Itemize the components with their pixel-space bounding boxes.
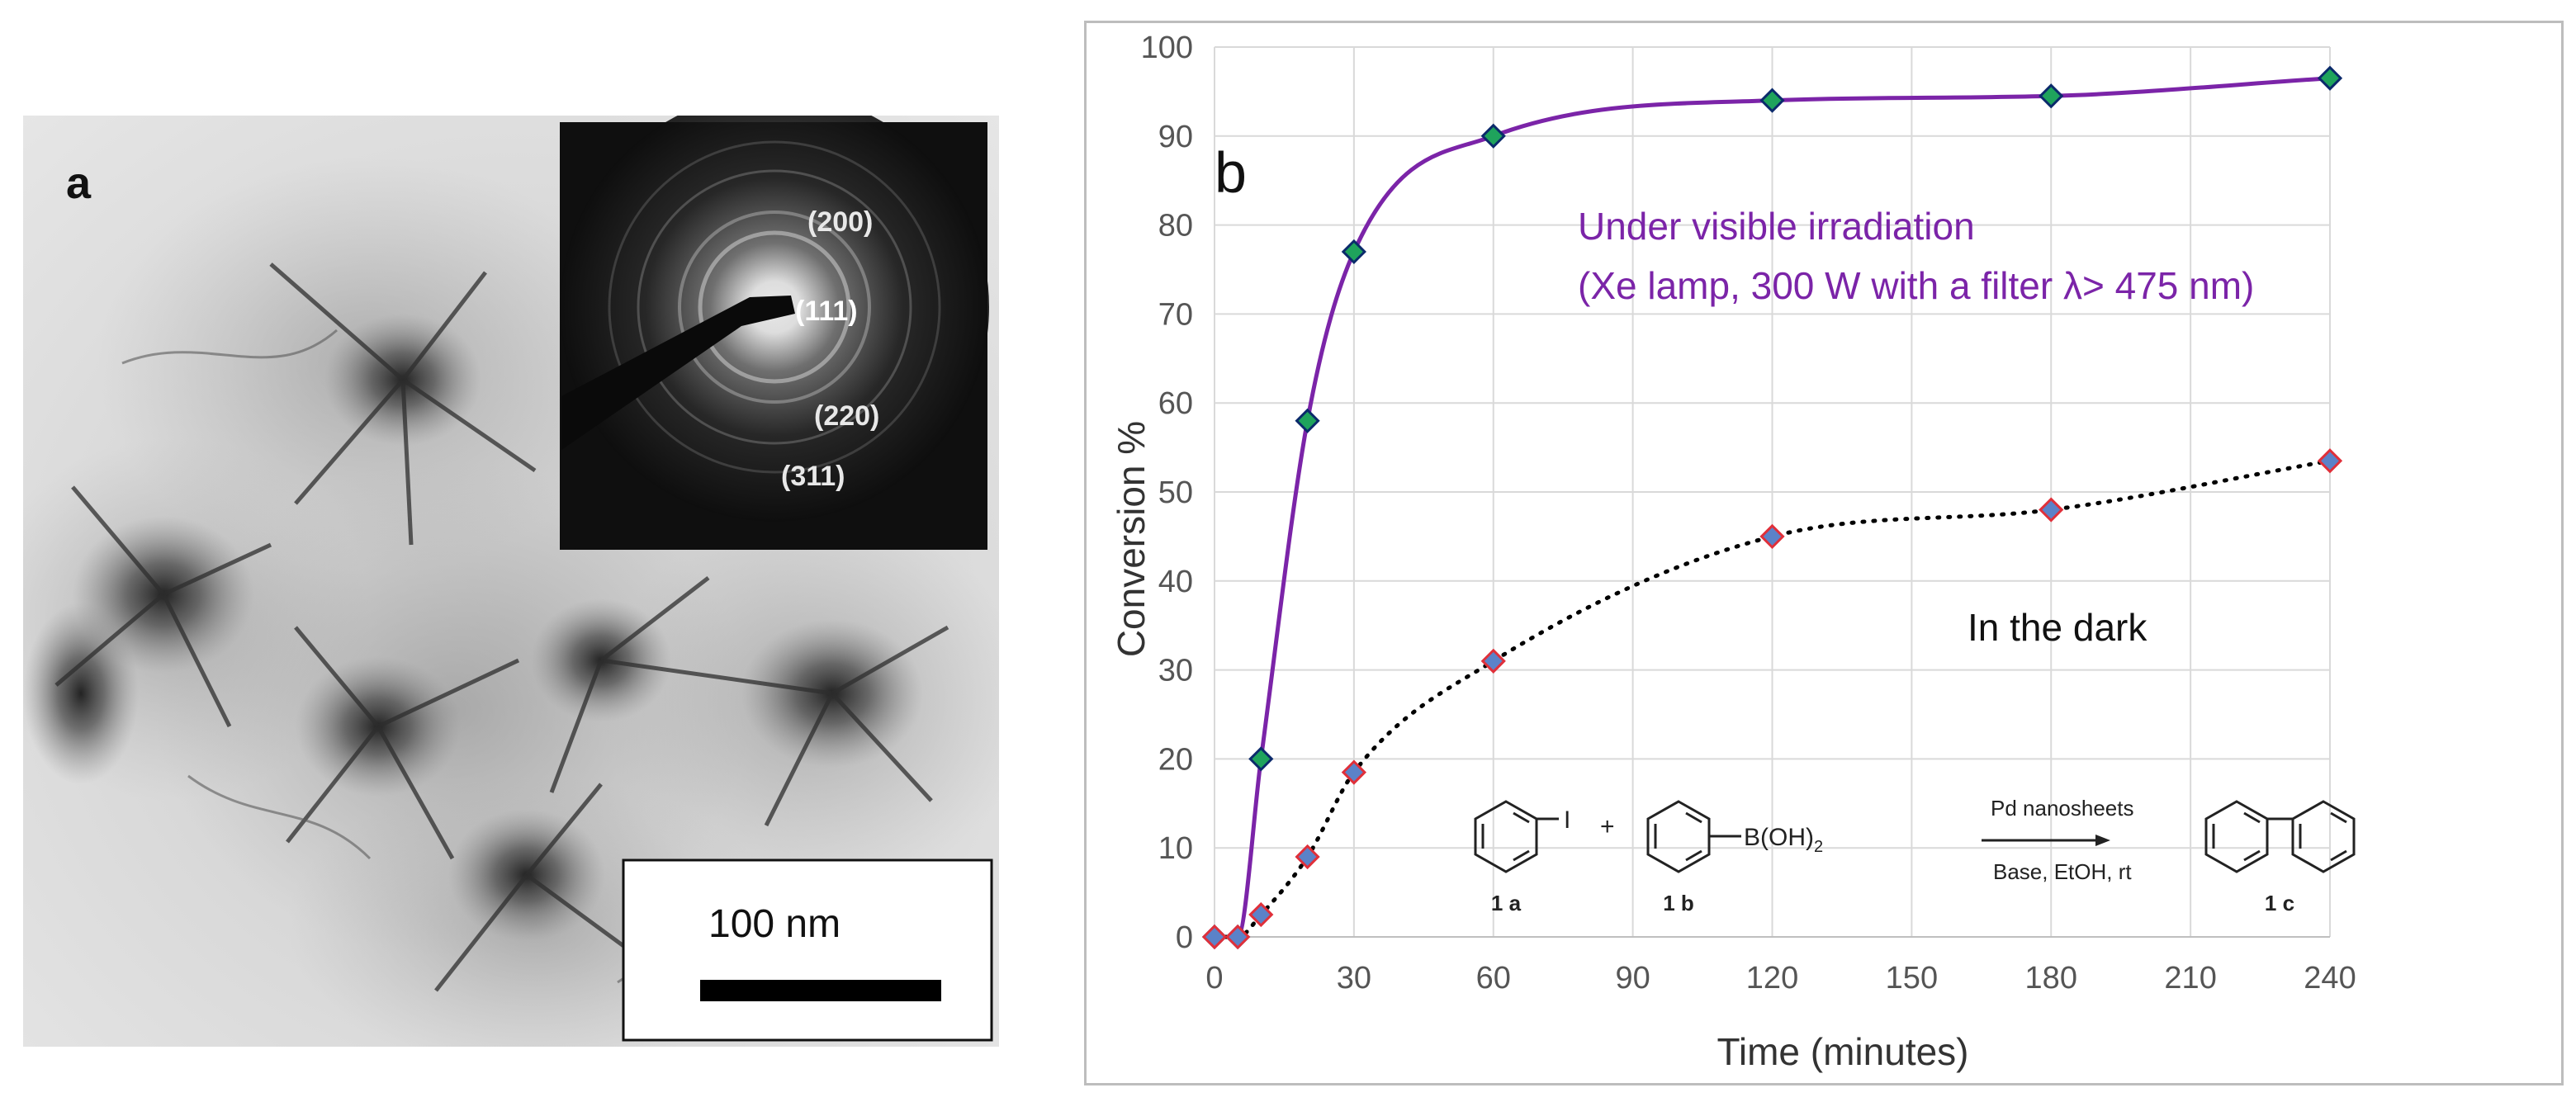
ring-label-111: (111) <box>795 296 858 327</box>
x-tick-label-0: 0 <box>1205 961 1223 996</box>
series-dark <box>1201 448 2343 950</box>
y-tick-label-0: 0 <box>1176 920 1193 955</box>
benzene-ring-1a <box>1474 800 1538 873</box>
data-point-dark-0 <box>1201 924 1228 950</box>
y-axis-title: Conversion % <box>1110 421 1153 657</box>
scale-bar <box>700 980 941 1001</box>
beam-stop <box>561 296 795 450</box>
reactant1-substituent: I <box>1564 806 1570 834</box>
y-tick-label-70: 70 <box>1158 297 1193 332</box>
data-point-irradiation-180 <box>2039 83 2064 109</box>
x-tick-label-240: 240 <box>2304 961 2356 996</box>
series-irradiation <box>1201 65 2343 950</box>
reactant2-label: 1 b <box>1663 891 1694 915</box>
data-point-dark-180 <box>2039 497 2064 523</box>
data-point-dark-120 <box>1759 523 1785 550</box>
data-point-irradiation-240 <box>2317 65 2343 91</box>
reaction-scheme: I + B(OH)2 Pd nanosheets Base, EtOH, rt … <box>1474 796 2356 915</box>
data-point-irradiation-30 <box>1341 239 1366 265</box>
data-point-dark-30 <box>1341 759 1366 785</box>
reaction-arrowhead <box>2095 835 2110 846</box>
reactant2-substituent: B(OH)2 <box>1744 824 1823 856</box>
scale-bar-box: 100 nm <box>622 858 993 1042</box>
data-point-irradiation-60 <box>1480 123 1506 149</box>
x-axis-title: Time (minutes) <box>1717 1030 1969 1073</box>
y-tick-label-10: 10 <box>1158 831 1193 866</box>
panel-label-b: b <box>1215 140 1247 205</box>
ring-label-311: (311) <box>781 461 845 492</box>
x-tick-label-180: 180 <box>2025 961 2077 996</box>
panel-label-a: a <box>66 158 92 208</box>
data-point-dark-20 <box>1295 844 1320 870</box>
irradiation-annotation-line1: Under visible irradiation <box>1578 205 1975 248</box>
y-tick-label-50: 50 <box>1158 475 1193 510</box>
product-label: 1 c <box>2265 891 2294 915</box>
data-point-dark-10 <box>1248 901 1274 928</box>
scale-bar-label: 100 nm <box>708 902 841 946</box>
conditions-label: Base, EtOH, rt <box>1993 859 2132 884</box>
ring-label-200: (200) <box>807 206 873 238</box>
y-tick-label-30: 30 <box>1158 654 1193 688</box>
x-tick-label-90: 90 <box>1615 961 1650 996</box>
grid <box>1214 46 2331 938</box>
x-tick-label-30: 30 <box>1337 961 1371 996</box>
conversion-chart: 0 30 60 90 120 150 180 210 240 0 10 20 30 40 50 60 70 80 9… <box>1110 31 2356 1073</box>
ring-label-220: (220) <box>814 400 879 432</box>
catalyst-label: Pd nanosheets <box>1991 796 2133 821</box>
data-point-dark-240 <box>2317 448 2343 474</box>
reactant1-label: 1 a <box>1491 891 1522 915</box>
y-tick-label-20: 20 <box>1158 742 1193 777</box>
plus-sign: + <box>1600 813 1615 840</box>
series <box>1201 65 2343 950</box>
x-tick-label-60: 60 <box>1476 961 1511 996</box>
tem-image-panel: a (200) (111) (220) (311) 100 nm <box>0 92 1030 1073</box>
biphenyl-ring-left <box>2204 800 2269 873</box>
tem-image: a (200) (111) (220) (311) 100 nm <box>0 92 1030 1073</box>
y-tick-label-100: 100 <box>1141 31 1193 65</box>
data-point-irradiation-120 <box>1759 87 1785 113</box>
data-point-dark-5 <box>1225 924 1251 950</box>
tick-labels: 0 30 60 90 120 150 180 210 240 0 10 20 30 40 50 60 70 80 9… <box>1141 31 2356 996</box>
dark-annotation: In the dark <box>1968 606 2147 649</box>
x-tick-label-150: 150 <box>1886 961 1938 996</box>
x-tick-label-210: 210 <box>2164 961 2216 996</box>
benzene-ring-1b <box>1646 800 1711 873</box>
y-tick-label-80: 80 <box>1158 209 1193 244</box>
y-tick-label-90: 90 <box>1158 120 1193 154</box>
conversion-chart-panel: 0 30 60 90 120 150 180 210 240 0 10 20 30 40 50 60 70 80 9… <box>1084 21 2564 1085</box>
series-line-irradiation <box>1212 76 2332 939</box>
x-tick-label-120: 120 <box>1746 961 1798 996</box>
data-point-irradiation-10 <box>1248 746 1274 772</box>
saed-inset: (200) (111) (220) (311) <box>560 92 989 550</box>
data-point-dark-60 <box>1480 648 1506 674</box>
data-point-irradiation-20 <box>1295 408 1320 433</box>
y-tick-label-60: 60 <box>1158 386 1193 421</box>
y-tick-label-40: 40 <box>1158 565 1193 599</box>
biphenyl-ring-right <box>2291 800 2356 873</box>
irradiation-annotation-line2: (Xe lamp, 300 W with a filter λ> 475 nm) <box>1578 264 2254 307</box>
